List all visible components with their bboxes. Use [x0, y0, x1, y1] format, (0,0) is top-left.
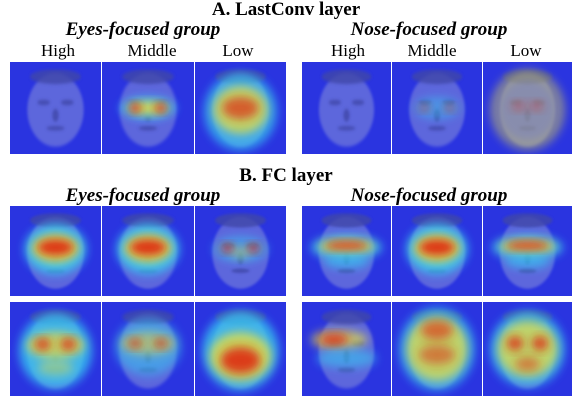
panel-b-eyes-row2 [10, 302, 286, 396]
panel-a-eyes [10, 62, 286, 154]
section-a-eyes-group-title: Eyes-focused group [65, 19, 221, 40]
face-heatmap [10, 206, 101, 296]
col-label-high: High [331, 41, 365, 60]
face-heatmap [392, 206, 482, 296]
face-heatmap [302, 206, 391, 296]
col-label-low: Low [222, 41, 254, 60]
panel-b-eyes-row1 [10, 206, 286, 296]
section-b-nose-group-title: Nose-focused group [350, 185, 508, 206]
col-label-high: High [41, 41, 75, 60]
face-heatmap [392, 302, 482, 396]
face-heatmap [195, 302, 286, 396]
face-heatmap [10, 302, 101, 396]
panel-b-nose-row1 [302, 206, 572, 296]
col-label-middle: Middle [127, 41, 177, 60]
face-heatmap [102, 302, 194, 396]
col-label-low: Low [510, 41, 542, 60]
face-heatmap [102, 62, 194, 154]
face-heatmap [302, 302, 391, 396]
face-heatmap [195, 62, 286, 154]
panel-a-nose [302, 62, 572, 154]
face-heatmap [483, 206, 572, 296]
face-heatmap [483, 62, 572, 154]
face-heatmap [483, 302, 572, 396]
section-b-eyes-group-title: Eyes-focused group [65, 185, 221, 206]
section-a-title: A. LastConv layer [211, 0, 361, 20]
face-heatmap [10, 62, 101, 154]
face-heatmap [195, 206, 286, 296]
section-b-title: B. FC layer [239, 165, 333, 186]
face-heatmap [302, 62, 391, 154]
section-a-nose-group-title: Nose-focused group [350, 19, 508, 40]
face-heatmap [392, 62, 482, 154]
face-heatmap [102, 206, 194, 296]
panel-b-nose-row2 [302, 302, 572, 396]
col-label-middle: Middle [407, 41, 457, 60]
